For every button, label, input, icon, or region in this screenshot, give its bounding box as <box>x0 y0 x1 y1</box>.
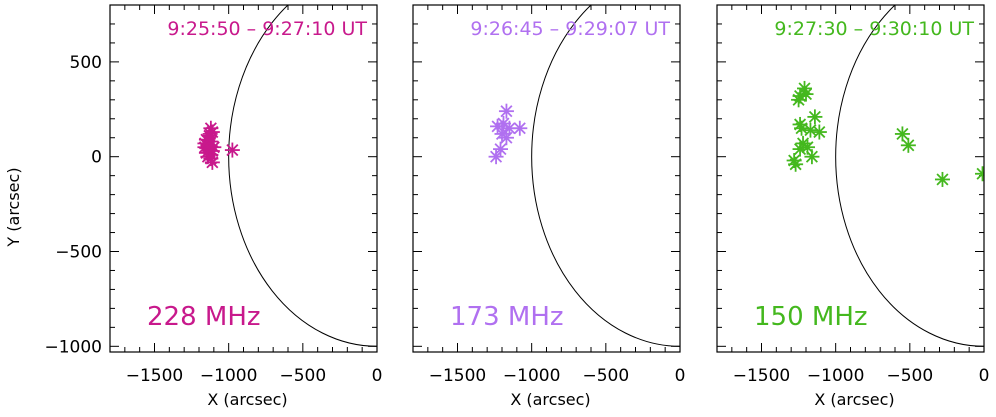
x-tick-label: −1500 <box>733 366 791 386</box>
data-point <box>512 120 528 136</box>
data-point <box>792 141 808 157</box>
data-point <box>791 92 807 108</box>
solar-limb <box>228 5 377 347</box>
data-point <box>488 149 504 165</box>
solar-limb <box>531 5 680 347</box>
data-point <box>788 156 804 172</box>
x-tick-label: 0 <box>675 366 686 386</box>
data-point <box>498 103 514 119</box>
data-point <box>811 124 827 140</box>
data-point <box>804 149 820 165</box>
frequency-label: 150 MHz <box>754 302 868 332</box>
data-point <box>934 171 950 187</box>
solar-limb <box>835 5 984 347</box>
time-range-label: 9:26:45 – 9:29:07 UT <box>470 18 670 40</box>
data-point <box>894 126 910 142</box>
y-tick-label: 500 <box>70 53 102 73</box>
plot-frame <box>412 4 681 353</box>
y-axis-title: Y (arcsec) <box>4 167 23 247</box>
x-tick-label: −1000 <box>503 366 561 386</box>
x-tick-label: −500 <box>279 366 326 386</box>
data-point <box>807 109 823 125</box>
data-point <box>224 142 240 158</box>
frequency-label: 228 MHz <box>147 302 261 332</box>
data-point <box>900 137 916 153</box>
panel-1: −1500 −1000 −500 0 −1000 −500 0 500 X (arcsec) 9:… <box>44 4 383 409</box>
x-axis-title: X (arcsec) <box>510 390 590 409</box>
x-tick-label: −500 <box>582 366 629 386</box>
time-range-label: 9:27:30 – 9:30:10 UT <box>774 18 974 40</box>
panel-2: −1500 −1000 −500 0 X (arcsec) 9:26:45 – 9:29:… <box>412 4 686 409</box>
data-point <box>975 166 984 182</box>
x-tick-label: −500 <box>886 366 933 386</box>
data-point <box>498 130 514 146</box>
x-tick-label: 0 <box>979 366 990 386</box>
data-point <box>204 154 220 170</box>
x-tick-label: −1000 <box>807 366 865 386</box>
x-tick-label: 0 <box>372 366 383 386</box>
panels: −1500 −1000 −500 0 −1000 −500 0 500 X (arcsec) 9:… <box>44 4 990 409</box>
y-tick-label: 0 <box>91 148 102 168</box>
y-tick-label: −1000 <box>44 337 102 357</box>
x-tick-label: −1500 <box>126 366 184 386</box>
frequency-label: 173 MHz <box>450 302 564 332</box>
y-tick-label: −500 <box>55 243 102 263</box>
x-axis-title: X (arcsec) <box>814 390 894 409</box>
x-axis-title: X (arcsec) <box>207 390 287 409</box>
data-point <box>202 126 218 142</box>
x-tick-label: −1500 <box>429 366 487 386</box>
x-tick-label: −1000 <box>200 366 258 386</box>
plot-frame <box>109 4 378 353</box>
panel-3: −1500 −1000 −500 0 X (arcsec) 9:27:30 – 9:30:… <box>716 4 990 409</box>
time-range-label: 9:25:50 – 9:27:10 UT <box>167 18 367 40</box>
plot-frame <box>716 4 985 353</box>
